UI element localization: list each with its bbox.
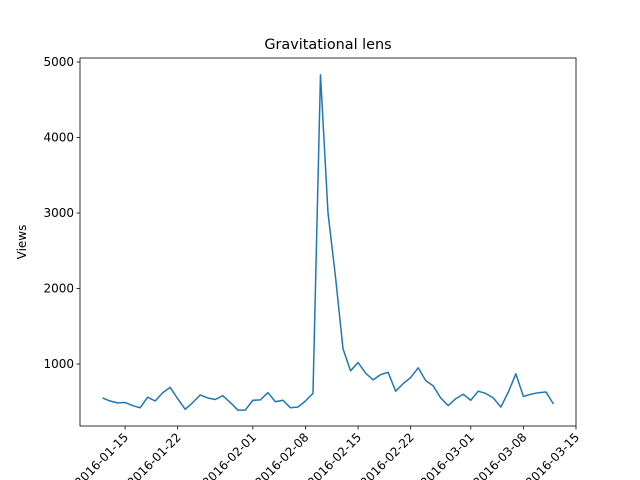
y-tick-label: 3000 <box>43 206 74 220</box>
y-axis-label: Views <box>15 225 29 260</box>
y-tick-label: 4000 <box>43 131 74 145</box>
axes-frame <box>79 57 577 427</box>
y-tick-label: 2000 <box>43 282 74 296</box>
data-line <box>102 74 555 411</box>
y-tick-label: 5000 <box>43 55 74 69</box>
y-tick-label: 1000 <box>43 357 74 371</box>
chart-title: Gravitational lens <box>264 37 391 53</box>
